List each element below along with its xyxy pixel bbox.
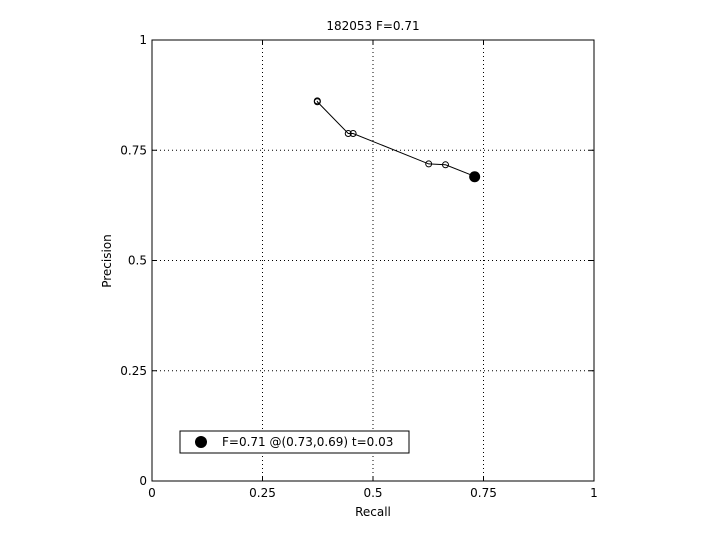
- x-tick-label: 0.75: [470, 486, 497, 500]
- pr-point: [441, 161, 449, 169]
- y-tick-label: 0.5: [128, 254, 147, 268]
- y-tick-label: 0: [139, 474, 147, 488]
- y-axis-label: Precision: [100, 234, 114, 288]
- x-tick-label: 1: [590, 486, 598, 500]
- y-tick-label: 0.75: [120, 143, 147, 157]
- x-tick-label: 0: [148, 486, 156, 500]
- legend-marker: [195, 436, 207, 448]
- legend: F=0.71 @(0.73,0.69) t=0.03: [179, 430, 410, 454]
- legend-label: F=0.71 @(0.73,0.69) t=0.03: [222, 435, 393, 449]
- y-tick-label: 0.25: [120, 364, 147, 378]
- pr-point: [349, 129, 357, 137]
- pr-curve-line: [316, 100, 476, 178]
- x-axis-label: Recall: [355, 505, 391, 519]
- grid: [152, 40, 594, 481]
- x-tick-label: 0.25: [249, 486, 276, 500]
- pr-point: [425, 160, 433, 168]
- axis-ticks: 0 0.25 0.5 0.75 1 0 0.25 0.5 0.75 1: [120, 33, 598, 500]
- chart-title: 182053 F=0.71: [326, 19, 419, 33]
- pr-point: [313, 98, 321, 106]
- best-f-point: [469, 171, 481, 183]
- pr-curve: [313, 97, 480, 181]
- legend-box: [179, 430, 410, 454]
- x-tick-label: 0.5: [363, 486, 382, 500]
- best-point-group: [469, 171, 481, 183]
- pr-point: [344, 129, 352, 137]
- y-tick-label: 1: [139, 33, 147, 47]
